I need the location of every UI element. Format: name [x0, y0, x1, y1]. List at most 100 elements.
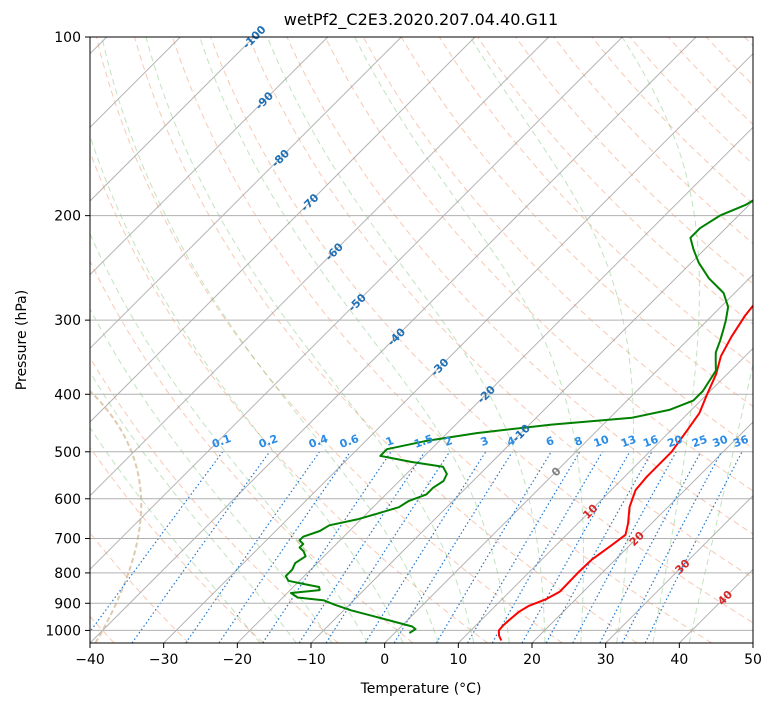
- y-tick-label: 200: [54, 209, 81, 225]
- dry-adiabat-label: 40: [715, 588, 735, 608]
- isotherm-line: [90, 37, 476, 423]
- mixing-ratio-label: 0.2: [257, 432, 280, 451]
- x-tick-label: 0: [380, 652, 389, 668]
- dry-adiabat-line: [248, 37, 753, 579]
- dry-adiabat-line: [705, 37, 753, 86]
- x-tick-label: 50: [744, 652, 762, 668]
- dewpoint-profile-line: [284, 199, 753, 634]
- y-tick-label: 800: [54, 566, 81, 582]
- mixing-ratio-line: [644, 451, 743, 643]
- mixing-ratio-label: 13: [619, 433, 638, 450]
- x-tick-label: 20: [523, 652, 541, 668]
- isotherm-line: [678, 568, 753, 643]
- mixing-ratio-label: 30: [711, 433, 730, 451]
- isotherm-line: [605, 494, 753, 643]
- y-axis: 100 200 300 400 500 600 700 800 900 1000: [45, 30, 90, 639]
- dry-adiabat-line: [667, 37, 753, 126]
- x-tick-label: −20: [223, 652, 253, 668]
- x-tick-label: −10: [296, 652, 326, 668]
- mixing-ratio-line: [90, 451, 224, 633]
- mixing-ratio-line: [298, 451, 426, 643]
- mixing-ratio-label: 2: [443, 434, 455, 449]
- mixing-ratio-line: [262, 451, 392, 643]
- mixing-ratio-line: [435, 451, 552, 643]
- isotherm-line: [90, 37, 623, 571]
- moist-adiabat-line: [90, 307, 333, 643]
- plot-frame: [89, 36, 754, 644]
- dry-adiabat-label: 30: [673, 557, 693, 577]
- chart-title: wetPf2_C2E3.2020.207.04.40.G11: [284, 10, 558, 30]
- y-axis-label: Pressure (hPa): [14, 290, 30, 390]
- dry-adiabat-line: [172, 37, 712, 643]
- moist-adiabat-line: [145, 37, 475, 643]
- mixing-ratio-line: [599, 451, 702, 643]
- isotherm-line: [163, 52, 753, 643]
- mixing-ratio-label: 1.5: [412, 432, 435, 451]
- dry-adiabat-line: [90, 356, 339, 643]
- x-tick-label: −30: [149, 652, 179, 668]
- moist-adiabat-line: [621, 37, 700, 643]
- lcl-curve: [90, 389, 143, 643]
- mixing-ratio-label: 0.1: [210, 432, 233, 451]
- y-tick-label: 700: [54, 532, 81, 548]
- mixing-ratio-label: 0.4: [307, 432, 330, 451]
- moist-adiabat-line: [688, 361, 753, 643]
- mixing-ratio-line: [185, 451, 321, 643]
- dry-adiabat-label: 10: [580, 501, 600, 521]
- y-tick-label: 1000: [45, 623, 81, 639]
- dry-adiabat-line: [90, 150, 488, 643]
- dry-adiabat-line: [286, 37, 753, 535]
- line-labels: 0.1 0.2 0.4 0.6 1 1.5 2 3 4 6 8 10 13 16 20 25 30 36-100-…: [210, 23, 750, 608]
- mixing-ratio-line: [572, 451, 677, 643]
- isotherm-label: -20: [475, 383, 498, 406]
- x-axis-label: Temperature (°C): [360, 681, 482, 697]
- moist-adiabat-line: [469, 37, 635, 643]
- mixing-ratio-line: [364, 451, 487, 643]
- isotherm-line: [90, 37, 255, 202]
- isotherm-line: [384, 273, 753, 643]
- mixing-ratio-line: [131, 451, 271, 643]
- moist-adiabat-line: [199, 37, 510, 643]
- y-tick-label: 400: [54, 387, 81, 403]
- dry-adiabat-line: [553, 37, 753, 245]
- temperature-profile-line: [497, 304, 753, 641]
- isotherm-label: -70: [298, 191, 321, 214]
- plot-area: [90, 37, 753, 643]
- isotherm-line: [531, 421, 753, 643]
- mixing-ratio-label: 0.6: [338, 432, 361, 451]
- mixing-ratio-line: [325, 451, 451, 643]
- x-axis: −40 −30 −20 −10 0 10 20 30 40 50: [75, 643, 762, 668]
- mixing-ratio-label: 1: [384, 434, 396, 449]
- mixing-ratio-line: [218, 451, 351, 643]
- dry-adiabat-line: [324, 37, 753, 492]
- moist-adiabat-line: [354, 37, 584, 643]
- isotherm-line: [90, 37, 550, 497]
- dry-adiabat-line: [515, 37, 753, 285]
- dry-adiabat-line: [90, 259, 414, 643]
- y-tick-label: 500: [54, 445, 81, 461]
- x-tick-label: 30: [597, 652, 615, 668]
- series-layer: [284, 199, 753, 641]
- isotherm-line: [310, 200, 753, 643]
- isotherm-line: [90, 37, 697, 643]
- dry-adiabat-line: [90, 446, 264, 643]
- mixing-ratio-label: 25: [690, 433, 709, 450]
- dry-adiabat-line: [744, 37, 753, 47]
- moist-adiabat-line: [90, 134, 404, 643]
- mixing-ratio-line: [521, 451, 631, 643]
- isotherm-line: [90, 37, 329, 276]
- isotherm-line: [90, 37, 402, 350]
- dry-adiabat-label: 20: [627, 529, 647, 549]
- x-tick-label: 40: [670, 652, 688, 668]
- mixing-ratio-label: 20: [666, 433, 685, 451]
- y-tick-label: 900: [54, 596, 81, 612]
- mixing-ratio-label: 4: [505, 434, 517, 449]
- moist-adiabat-line: [101, 37, 439, 643]
- mixing-ratio-label: 3: [479, 434, 491, 449]
- dry-adiabat-line: [477, 37, 753, 325]
- moist-adiabat-line: [90, 426, 261, 643]
- mixing-ratio-label: 36: [731, 433, 750, 451]
- x-tick-label: 10: [449, 652, 467, 668]
- dry-adiabat-line: [95, 37, 563, 643]
- mixing-ratio-label: 16: [641, 433, 660, 451]
